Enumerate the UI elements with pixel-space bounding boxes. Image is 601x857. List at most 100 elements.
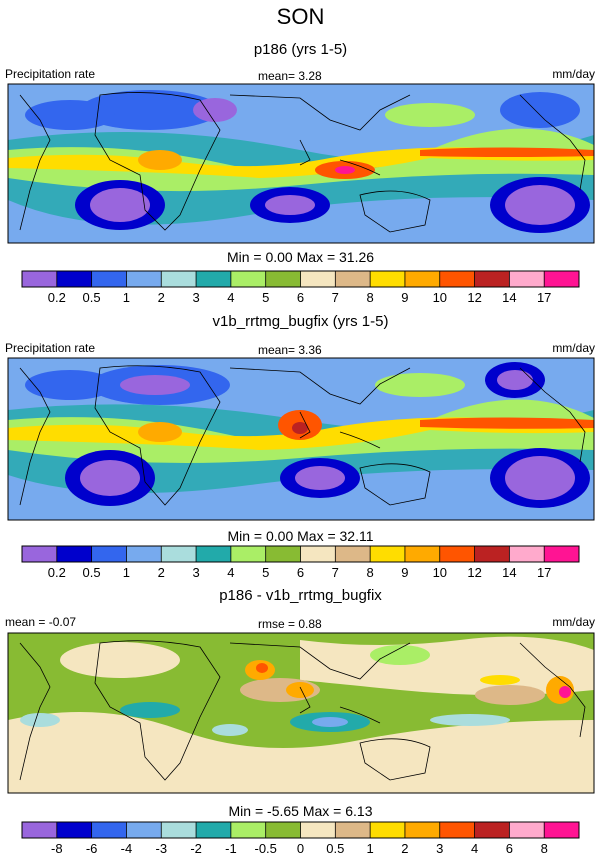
colorbar-1-tick-label: 0.5: [82, 290, 101, 305]
colorbar-3-tick-label: 0.5: [326, 841, 345, 856]
colorbar-1-tick-label: 3: [192, 290, 200, 305]
panel-3-left-label: mean = -0.07: [5, 615, 77, 629]
panel-1-title: p186 (yrs 1-5): [253, 41, 348, 58]
map-1-field-maritime-peak: [335, 166, 355, 174]
map-panel-2: [8, 358, 594, 520]
colorbar-1-tick-label: 7: [331, 290, 339, 305]
map-3-field-wet-india-core: [256, 663, 268, 673]
colorbar-1-swatch: [265, 271, 301, 287]
colorbar-3: [21, 821, 580, 839]
map-1-coast-americas: [19, 94, 51, 231]
map-2-field-itcz-core: [420, 417, 594, 429]
map-panel-1: [8, 84, 594, 243]
colorbar-1-tick-label: 1: [122, 290, 130, 305]
map-1-field-dry-npacific: [500, 92, 580, 128]
colorbar-1: [21, 270, 580, 288]
map-3-field-dry-atlantic: [120, 702, 180, 718]
panel-1-min-max: Min = 0.00 Max = 31.26: [226, 249, 375, 265]
colorbar-1-swatch: [439, 271, 475, 287]
map-3-coast-americas: [19, 642, 51, 781]
colorbar-2-swatch: [91, 546, 127, 562]
colorbar-3-tick-label: 3: [436, 841, 444, 856]
panel-2-units: mm/day: [552, 341, 595, 355]
colorbar-1-tick-label: 14: [502, 290, 517, 305]
map-3-field-neutral-d: [380, 743, 520, 787]
map-2-frame: [7, 357, 595, 521]
colorbar-2-swatch: [300, 546, 336, 562]
colorbar-1-tick-label: 4: [227, 290, 235, 305]
colorbar-2-tick-label: 10: [432, 565, 448, 580]
colorbar-2-tick-label: 12: [467, 565, 482, 580]
colorbar-2-tick-label: 4: [227, 565, 235, 580]
map-2-coast-africa: [94, 365, 221, 506]
map-1-coast-africa: [94, 92, 221, 231]
colorbar-3-tick-label: 0: [296, 841, 305, 856]
map-2-field-dry-pacific-core: [505, 456, 575, 500]
colorbar-3-tick-label: 6: [505, 841, 513, 856]
map-2-coast-australia: [359, 463, 431, 506]
colorbar-2-tick-label: 9: [401, 565, 409, 580]
colorbar-2-swatch: [509, 546, 545, 562]
panel-2-title: v1b_rrtmg_bugfix (yrs 1-5): [212, 313, 389, 330]
colorbar-2-tick-label: 1: [122, 565, 130, 580]
colorbar-2-swatch: [196, 546, 232, 562]
colorbar-3-swatch: [544, 822, 580, 838]
map-1-field-dry-satlantic-core: [90, 188, 150, 222]
colorbar-1-swatch: [404, 271, 441, 287]
map-3-field-wet-pacific: [480, 675, 520, 685]
map-1-field-itcz-core: [420, 147, 594, 157]
colorbar-1-swatch: [370, 271, 406, 287]
map-2-field-dry-indian-core: [295, 466, 345, 490]
colorbar-3-swatch: [335, 822, 371, 838]
map-1-coast-asia: [229, 94, 411, 176]
colorbar-1-swatch: [230, 271, 266, 287]
colorbar-1-tick-label: 5: [262, 290, 270, 305]
colorbar-1-tick-label: 10: [432, 290, 448, 305]
colorbar-3-tick-label: -1: [225, 841, 237, 856]
map-2-field-wet-npacific: [375, 373, 465, 397]
colorbar-2-swatch: [161, 546, 197, 562]
map-2-field-africa-rain: [138, 422, 182, 442]
colorbar-3-tick-label: -3: [155, 841, 168, 856]
map-3-field-plus-tan-b: [475, 685, 545, 705]
colorbar-3-swatch: [91, 822, 127, 838]
map-3-field-dry-maritime-core: [312, 717, 348, 727]
colorbar-3-swatch: [22, 822, 58, 838]
map-2-coast-asia: [229, 367, 411, 449]
map-3-coast-asia: [229, 642, 411, 724]
colorbar-3-swatch: [300, 822, 336, 838]
colorbar-2-swatch: [544, 546, 580, 562]
colorbar-3-tick-label: -0.5: [254, 841, 277, 856]
colorbar-1-swatch: [474, 271, 510, 287]
map-1-coast-east-americas: [519, 94, 586, 191]
map-1-field-dry-indian-core: [265, 195, 315, 215]
colorbar-3-swatch: [196, 822, 232, 838]
colorbar-2: [21, 545, 580, 563]
colorbar-3-swatch: [509, 822, 545, 838]
colorbar-3-tick-label: -8: [51, 841, 63, 856]
map-3-field-dry-west: [20, 713, 60, 727]
colorbar-1-tick-label: 2: [157, 290, 165, 305]
colorbar-2-swatch: [56, 546, 92, 562]
colorbar-1-tick-label: 12: [467, 290, 482, 305]
colorbar-3-swatch: [161, 822, 197, 838]
map-2-field-maritime-peak: [292, 422, 308, 434]
panel-1-units: mm/day: [552, 67, 595, 81]
colorbar-3-swatch: [474, 822, 510, 838]
map-panel-3: [8, 633, 594, 793]
colorbar-3-tick-label: -4: [120, 841, 133, 856]
panel-2-center-label: mean= 3.36: [258, 343, 322, 357]
panel-3-units: mm/day: [552, 615, 595, 629]
colorbar-1-swatch: [300, 271, 336, 287]
map-2-coast-americas: [19, 367, 51, 506]
colorbar-2-tick-label: 6: [296, 565, 305, 580]
map-1-frame: [7, 83, 595, 244]
map-1-field-green-band: [8, 128, 594, 192]
panel-2-min-max: Min = 0.00 Max = 32.11: [227, 528, 374, 544]
colorbar-2-tick-label: 0.2: [47, 565, 66, 580]
colorbar-2-tick-label: 14: [502, 565, 517, 580]
map-3-coast-africa: [94, 640, 221, 781]
colorbar-2-tick-label: 3: [192, 565, 200, 580]
map-3-coast-east-americas: [519, 642, 586, 738]
